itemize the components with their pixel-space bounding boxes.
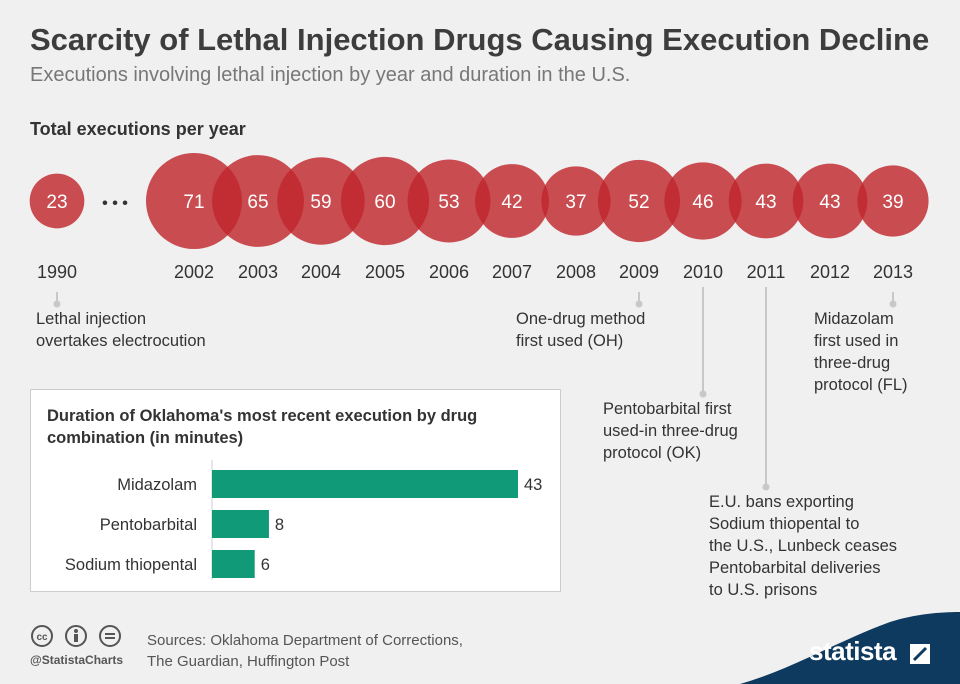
note-line: protocol (FL) <box>814 376 908 394</box>
year-tick-label: 1990 <box>37 262 77 282</box>
year-tick-label: 2005 <box>365 262 405 282</box>
bubble <box>340 156 430 246</box>
bar-category-label: Pentobarbital <box>100 516 197 534</box>
bar <box>212 550 255 578</box>
bubble <box>857 165 929 237</box>
year-tick-label: 2002 <box>174 262 214 282</box>
year-tick-label: 2012 <box>810 262 850 282</box>
bubble-value-label: 53 <box>438 192 459 213</box>
year-tick-label: 2008 <box>556 262 596 282</box>
panel-title: Duration of Oklahoma's most recent execu… <box>47 407 478 447</box>
note-line: used-in three-drug <box>603 422 738 440</box>
attribution-icon <box>65 625 87 647</box>
year-tick-label: 2003 <box>238 262 278 282</box>
bubble <box>277 157 365 245</box>
bubble <box>597 159 681 243</box>
bubble <box>541 166 611 236</box>
cc-icon-text: cc <box>36 632 48 643</box>
bubble-value-label: 42 <box>501 192 522 213</box>
attribution-icon-body <box>74 634 78 642</box>
note-line: One-drug method <box>516 310 646 328</box>
sources: Sources: Oklahoma Department of Correcti… <box>147 630 463 672</box>
year-tick-label: 2010 <box>683 262 723 282</box>
note-line: Pentobarbital first <box>603 400 732 418</box>
chart-title: Scarcity of Lethal Injection Drugs Causi… <box>30 22 930 57</box>
noderivs-icon <box>99 625 121 647</box>
source-line: The Guardian, Huffington Post <box>147 653 350 670</box>
bubble-value-label: 37 <box>565 192 586 213</box>
bar-category-label: Midazolam <box>117 476 197 494</box>
note-line: to U.S. prisons <box>709 581 818 599</box>
note-line: protocol (OK) <box>603 444 702 462</box>
bubble <box>664 162 742 240</box>
bubble <box>407 159 491 243</box>
bubble-value-label: 71 <box>183 192 204 213</box>
duration-panel: Duration of Oklahoma's most recent execu… <box>30 389 561 592</box>
bubble-value-label: 52 <box>628 192 649 213</box>
bubble-value-label: 46 <box>692 192 713 213</box>
note-2009: One-drug method first used (OH) <box>516 308 645 352</box>
bubble-value-label: 65 <box>247 192 268 213</box>
note-line: Lethal injection <box>36 310 147 328</box>
duration-bar-chart: Midazolam 43 Pentobarbital 8 Sodium thiopent… <box>65 460 542 580</box>
bubble <box>475 164 549 238</box>
bar-category-label: Sodium thiopental <box>65 556 197 574</box>
connector-dot <box>635 300 643 308</box>
bubble <box>728 163 804 239</box>
social-handle: @StatistaCharts <box>30 653 124 667</box>
connector-dot <box>889 300 897 308</box>
license-icons: cc <box>31 625 121 647</box>
ellipsis: • • • <box>102 195 128 212</box>
bubble-value-label: 60 <box>374 192 395 213</box>
bubble-value-label: 23 <box>46 192 67 213</box>
section-label: Total executions per year <box>30 119 246 139</box>
bubble-value-label: 59 <box>310 192 331 213</box>
bubble-value-label: 43 <box>819 192 840 213</box>
connector-dot <box>762 483 770 491</box>
year-tick-label: 2009 <box>619 262 659 282</box>
note-line: first used (OH) <box>516 332 624 350</box>
statista-logo-bg <box>740 612 960 684</box>
year-tick-label: 2011 <box>747 262 786 282</box>
cc-icon <box>31 625 53 647</box>
bubble <box>212 155 304 247</box>
attribution-icon-head <box>74 629 78 633</box>
source-line: Sources: Oklahoma Department of Correcti… <box>147 632 463 649</box>
year-tick-label: 2006 <box>429 262 469 282</box>
connector-dot <box>53 300 61 308</box>
bubble <box>29 173 85 229</box>
chart-subtitle: Executions involving lethal injection by… <box>30 64 631 86</box>
year-tick-label: 2013 <box>873 262 913 282</box>
connector-dot <box>699 390 707 398</box>
note-2010: Pentobarbital first used-in three-drug p… <box>603 398 738 464</box>
note-1990: Lethal injection overtakes electrocution <box>36 308 206 352</box>
bubble-value-label: 39 <box>882 192 903 213</box>
year-tick-label: 2004 <box>301 262 341 282</box>
statista-logo[interactable]: statista <box>809 636 897 666</box>
bar-value-label: 8 <box>275 516 284 534</box>
bar-value-label: 6 <box>261 556 270 574</box>
statista-logo-icon-mark <box>912 646 928 662</box>
note-line: three-drug <box>814 354 891 372</box>
note-line: first used in <box>814 332 899 350</box>
bubble-value-label: 43 <box>755 192 776 213</box>
note-line: Sodium thiopental to <box>709 515 860 533</box>
note-line: the U.S., Lunbeck ceases <box>709 537 898 555</box>
year-tick-label: 2007 <box>492 262 532 282</box>
bar-value-label: 43 <box>524 476 542 494</box>
bar <box>212 510 269 538</box>
note-2011: E.U. bans exporting Sodium thiopental to… <box>709 491 897 601</box>
note-line: overtakes electrocution <box>36 332 206 350</box>
bar <box>212 470 518 498</box>
timeline-chart: 23 71 65 59 60 53 42 37 52 46 43 43 39 1990 2002 2003 20… <box>29 153 929 491</box>
note-line: E.U. bans exporting <box>709 493 854 511</box>
brand-wave <box>740 612 960 684</box>
note-line: Midazolam <box>814 310 894 328</box>
note-line: Pentobarbital deliveries <box>709 559 881 577</box>
bubble <box>146 153 242 249</box>
note-2013: Midazolam first used in three-drug proto… <box>814 308 908 396</box>
bubble <box>792 163 868 239</box>
